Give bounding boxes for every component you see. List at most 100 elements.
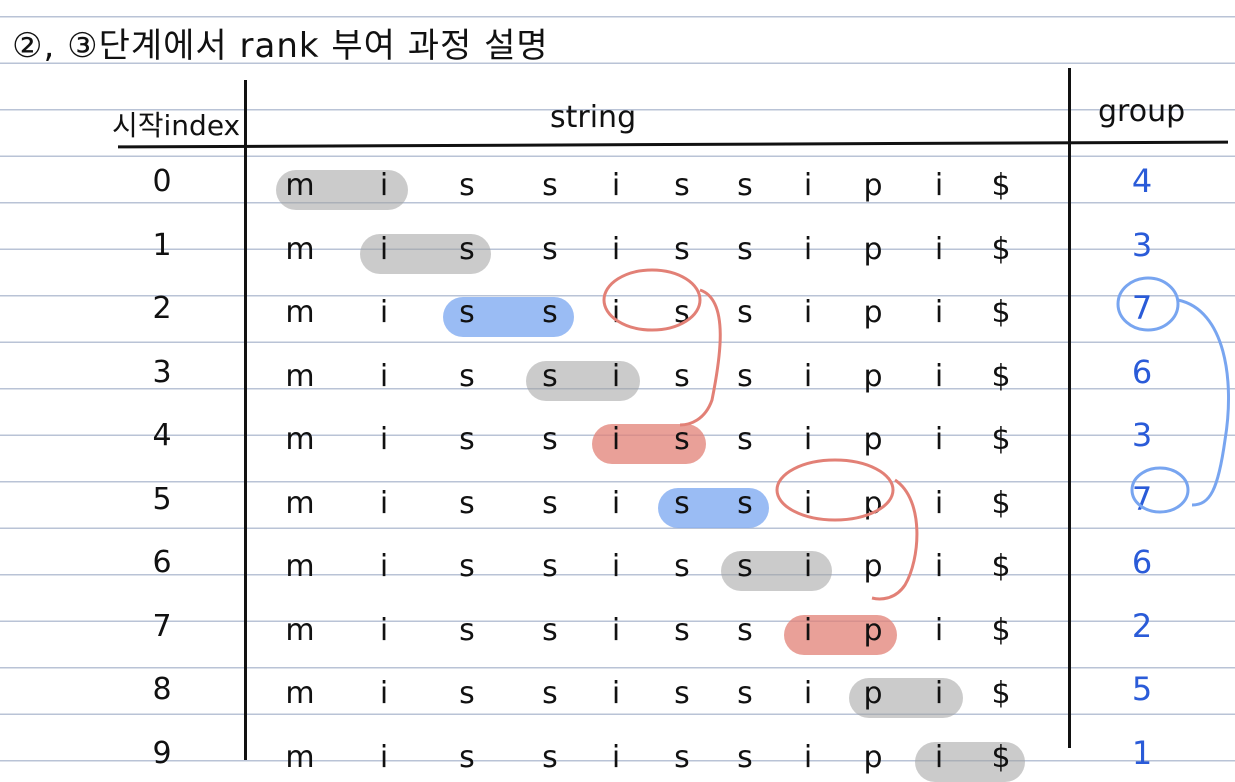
string-char: p [863, 612, 883, 648]
string-char: i [803, 612, 813, 648]
string-char: s [737, 295, 753, 330]
header-index: 시작index [112, 109, 241, 142]
highlight-gray [721, 551, 832, 591]
string-char: s [674, 231, 690, 267]
string-char: i [803, 422, 813, 457]
string-char: s [542, 231, 558, 267]
string-char: i [611, 612, 621, 648]
group-rank: 4 [1131, 162, 1153, 200]
string-char: s [674, 422, 690, 457]
string-char: i [379, 739, 389, 775]
string-char: i [934, 485, 944, 521]
highlight-gray [360, 233, 491, 274]
annotation-overlay [602, 268, 1231, 601]
string-char: p [863, 231, 883, 267]
string-char: i [379, 485, 389, 521]
header-string: string [550, 100, 637, 135]
string-char: i [934, 358, 944, 394]
row-index: 0 [152, 164, 172, 199]
string-char: s [459, 358, 475, 394]
string-char: s [459, 168, 475, 203]
string-char: s [542, 549, 558, 584]
string-char: i [934, 612, 944, 648]
string-char: m [285, 168, 315, 203]
group-rank: 2 [1131, 606, 1153, 645]
string-char: i [611, 549, 621, 584]
red-circle-annotation-2 [775, 458, 895, 522]
string-char: s [542, 358, 558, 394]
right-column-divider [1068, 68, 1071, 748]
string-char: s [674, 485, 690, 521]
string-char: m [285, 612, 315, 648]
string-char: s [737, 358, 753, 394]
highlight-gray [276, 170, 408, 210]
row-index: 5 [152, 481, 172, 517]
string-char: s [737, 485, 753, 521]
row-index: 7 [152, 608, 172, 644]
string-char: $ [991, 422, 1011, 457]
string-char: s [542, 168, 558, 203]
string-char: i [934, 739, 944, 775]
string-char: p [863, 295, 883, 330]
row-index: 1 [152, 227, 172, 263]
string-char: i [934, 422, 944, 457]
string-char: i [803, 231, 813, 267]
string-char: i [611, 485, 621, 521]
string-char: $ [991, 549, 1011, 584]
group-rank: 7 [1131, 289, 1153, 327]
left-column-divider [244, 80, 247, 760]
string-char: i [934, 231, 944, 267]
string-char: s [737, 168, 753, 203]
group-rank: 6 [1131, 543, 1153, 581]
string-char: $ [991, 358, 1011, 394]
page-title: ②, ③단계에서 rank 부여 과정 설명 [12, 26, 549, 66]
string-char: i [379, 549, 389, 584]
string-char: i [803, 295, 813, 330]
row-index: 6 [152, 545, 172, 580]
group-rank: 3 [1131, 416, 1153, 454]
string-char: s [459, 612, 475, 648]
string-char: s [542, 676, 558, 711]
string-char: i [934, 549, 944, 584]
string-char: s [542, 485, 558, 521]
string-char: s [737, 549, 753, 584]
string-char: m [285, 422, 315, 457]
string-char: i [379, 231, 389, 267]
string-char: m [285, 295, 315, 330]
string-char: s [542, 295, 558, 330]
highlight-gray [849, 678, 963, 718]
string-char: $ [991, 612, 1011, 648]
blue-bracket-annotation [1177, 298, 1231, 507]
row-index: 2 [152, 291, 172, 326]
string-char: $ [991, 295, 1011, 330]
string-char: s [459, 295, 475, 330]
string-char: i [611, 422, 621, 457]
string-char: s [737, 676, 753, 711]
string-char: s [674, 612, 690, 648]
string-char: s [459, 676, 475, 711]
string-char: i [611, 295, 621, 330]
group-rank: 1 [1131, 733, 1153, 772]
group-rank: 3 [1131, 225, 1153, 264]
string-char: i [611, 676, 621, 711]
string-char: s [542, 422, 558, 457]
string-char: m [285, 676, 315, 711]
string-char: i [379, 168, 389, 203]
string-char: i [803, 358, 813, 394]
string-char: s [459, 549, 475, 584]
string-char: i [803, 168, 813, 203]
string-char: i [611, 358, 621, 394]
string-char: i [934, 168, 944, 203]
string-char: i [803, 485, 813, 521]
string-char: m [285, 358, 315, 394]
string-char: s [674, 676, 690, 711]
header-group: group [1098, 94, 1186, 129]
row-index: 8 [152, 672, 172, 707]
blue-circle-group-7-a [1116, 276, 1180, 332]
string-char: i [611, 739, 621, 775]
highlight-blue [443, 297, 574, 337]
string-char: i [379, 676, 389, 711]
highlight-red [784, 614, 897, 655]
string-char: i [379, 422, 389, 457]
string-char: $ [991, 485, 1011, 521]
